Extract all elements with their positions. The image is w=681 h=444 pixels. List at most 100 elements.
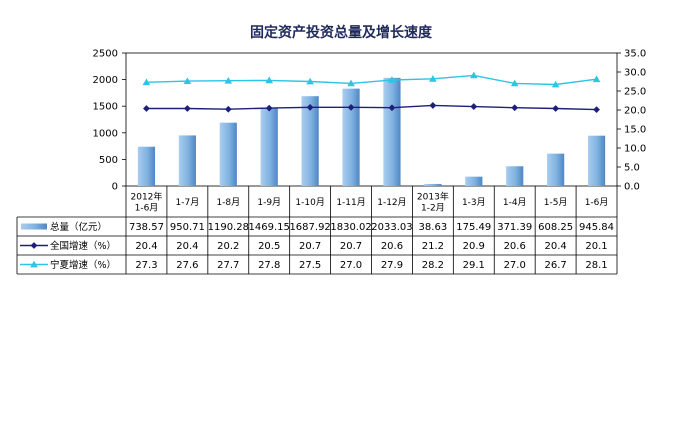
data-table-cell: 27.7 bbox=[217, 260, 239, 271]
data-table-cell: 1687.92 bbox=[289, 222, 330, 233]
legend-label: 宁夏增速（%） bbox=[50, 259, 116, 271]
left-axis-tick-label: 1000 bbox=[93, 128, 118, 139]
category-label: 1-12月 bbox=[377, 197, 406, 208]
category-label: 2013年 bbox=[417, 191, 449, 203]
category-label: 1-5月 bbox=[544, 197, 568, 208]
series-point-triangle bbox=[347, 79, 355, 87]
right-axis-tick-label: 25.0 bbox=[624, 87, 646, 98]
right-axis-tick-label: 5.0 bbox=[624, 163, 640, 174]
right-axis-tick-label: 35.0 bbox=[624, 49, 646, 60]
left-axis-tick-label: 0 bbox=[112, 182, 118, 193]
series-point-diamond bbox=[347, 103, 355, 111]
series-point-triangle bbox=[469, 71, 478, 79]
category-label: 1-6月 bbox=[135, 203, 159, 214]
series-point-diamond bbox=[552, 105, 560, 112]
left-axis-tick-label: 1500 bbox=[93, 102, 118, 113]
legend-key-bar bbox=[21, 223, 47, 230]
category-label: 1-4月 bbox=[503, 197, 527, 208]
legend-label: 总量（亿元） bbox=[50, 221, 107, 233]
data-table-cell: 1830.02 bbox=[330, 222, 371, 233]
series-point-diamond bbox=[306, 103, 314, 111]
right-axis-tick-label: 15.0 bbox=[624, 125, 646, 136]
bar bbox=[547, 153, 565, 186]
data-table-cell: 28.1 bbox=[585, 260, 607, 271]
series-point-diamond bbox=[511, 104, 519, 112]
category-label: 1-2月 bbox=[421, 203, 445, 214]
series-point-diamond bbox=[265, 104, 273, 112]
legend-label: 全国增速（%） bbox=[50, 240, 116, 252]
right-axis-tick-label: 10.0 bbox=[624, 144, 646, 155]
left-axis-tick-label: 2500 bbox=[93, 49, 118, 60]
left-axis-tick-label: 2000 bbox=[93, 75, 118, 86]
series-point-triangle bbox=[510, 79, 519, 87]
series-point-triangle bbox=[224, 76, 233, 84]
series-point-triangle bbox=[30, 260, 38, 268]
bar bbox=[219, 122, 237, 186]
data-table-cell: 27.5 bbox=[299, 260, 321, 271]
right-axis-tick-label: 20.0 bbox=[624, 106, 646, 117]
bar bbox=[465, 176, 483, 186]
data-table-cell: 20.1 bbox=[585, 241, 607, 252]
series-point-diamond bbox=[224, 105, 232, 113]
series-point-diamond bbox=[30, 242, 38, 249]
bar bbox=[137, 146, 156, 186]
data-table-cell: 20.9 bbox=[463, 241, 485, 252]
left-axis-tick-label: 500 bbox=[99, 155, 118, 166]
series-point-triangle bbox=[551, 80, 560, 88]
data-table-cell: 945.84 bbox=[579, 222, 614, 233]
data-table-cell: 175.49 bbox=[456, 222, 491, 233]
category-label: 1-8月 bbox=[216, 197, 240, 208]
series-point-triangle bbox=[142, 78, 151, 86]
data-table-cell: 950.71 bbox=[170, 222, 205, 233]
data-table-cell: 29.1 bbox=[463, 260, 485, 271]
series-point-diamond bbox=[593, 106, 600, 114]
bar bbox=[178, 135, 196, 186]
bar bbox=[383, 77, 401, 186]
right-axis-tick-label: 30.0 bbox=[624, 68, 646, 79]
chart-title: 固定资产投资总量及增长速度 bbox=[250, 24, 433, 41]
bar bbox=[424, 183, 442, 186]
series-line bbox=[146, 104, 597, 111]
data-table-cell: 21.2 bbox=[422, 241, 444, 252]
bar bbox=[301, 96, 319, 186]
bar bbox=[506, 166, 524, 186]
data-table-cell: 1190.28 bbox=[208, 222, 249, 233]
bar bbox=[260, 107, 278, 186]
data-table-cell: 20.6 bbox=[381, 241, 403, 252]
data-table-cell: 20.4 bbox=[135, 241, 157, 252]
bar bbox=[342, 88, 360, 186]
data-table-cell: 738.57 bbox=[129, 222, 164, 233]
data-table-cell: 26.7 bbox=[544, 260, 566, 271]
series-point-triangle bbox=[429, 75, 437, 82]
series-point-diamond bbox=[470, 103, 478, 110]
data-table-cell: 38.63 bbox=[419, 222, 448, 233]
bar bbox=[587, 135, 606, 186]
data-table-cell: 20.4 bbox=[544, 241, 566, 252]
category-label: 1-11月 bbox=[336, 197, 365, 208]
data-table-cell: 27.9 bbox=[381, 260, 403, 271]
series-point-diamond bbox=[183, 105, 191, 112]
right-axis-tick-label: 0.0 bbox=[624, 182, 640, 193]
category-label: 1-7月 bbox=[176, 197, 200, 208]
data-table-cell: 20.6 bbox=[504, 241, 526, 252]
category-label: 1-6月 bbox=[585, 197, 609, 208]
data-table-cell: 20.7 bbox=[340, 241, 362, 252]
series-line bbox=[146, 74, 597, 86]
data-table-cell: 20.5 bbox=[258, 241, 280, 252]
data-table-cell: 28.2 bbox=[422, 260, 444, 271]
series-point-triangle bbox=[306, 77, 314, 85]
data-table-cell: 20.7 bbox=[299, 241, 321, 252]
plot-area: 0 500 1000 1500 2000 2500 0.0 5.0 10.0 15.0 20.0 25… bbox=[93, 49, 647, 193]
data-table-cell: 371.39 bbox=[497, 222, 532, 233]
data-table-cell: 20.4 bbox=[176, 241, 198, 252]
series-point-triangle bbox=[183, 77, 192, 84]
data-table-cell: 27.6 bbox=[176, 260, 198, 271]
data-table-cell: 608.25 bbox=[538, 222, 573, 233]
category-label: 2012年 bbox=[131, 191, 163, 203]
data-table-cell: 27.3 bbox=[135, 260, 157, 271]
data-table-cell: 27.0 bbox=[340, 260, 362, 271]
category-label: 1-10月 bbox=[295, 197, 324, 208]
series-point-triangle bbox=[592, 75, 601, 83]
